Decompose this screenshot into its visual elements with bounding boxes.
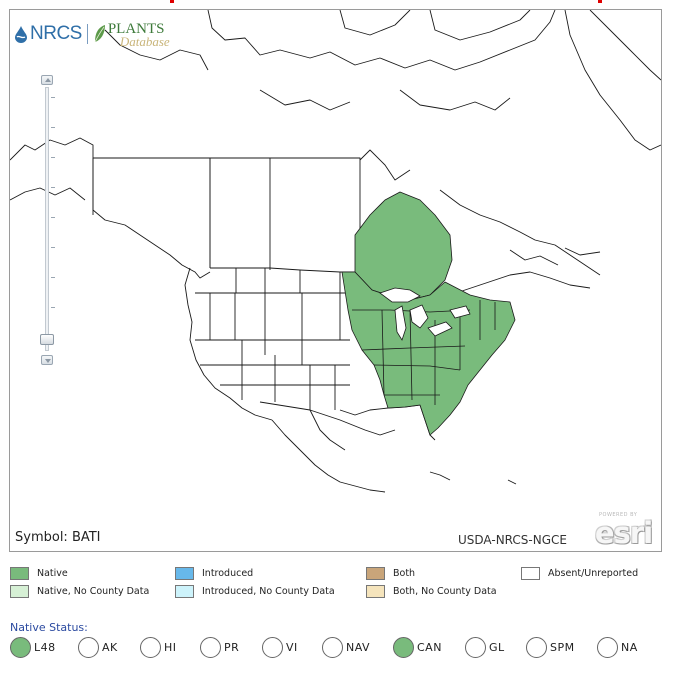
nwt-border: [209, 157, 271, 270]
legend-label: Introduced, No County Data: [202, 586, 335, 597]
zoom-in-button[interactable]: [41, 75, 53, 85]
status-option-pr[interactable]: PR: [200, 637, 239, 658]
red-marker: [598, 0, 602, 3]
native-region-quebec: [354, 191, 453, 301]
legend-swatch-native: [10, 567, 29, 580]
status-label: SPM: [550, 641, 575, 654]
zoom-tick: [51, 247, 55, 248]
alaska-outline: [10, 137, 211, 279]
red-marker: [170, 0, 174, 3]
legend-label: Native: [37, 568, 68, 579]
legend-label: Both: [393, 568, 416, 579]
esri-logo[interactable]: POWERED BY esri: [595, 512, 655, 550]
plants-word: PLANTS: [107, 20, 165, 37]
status-label: NAV: [346, 641, 371, 654]
north-america-map[interactable]: [10, 10, 661, 551]
zoom-tick: [51, 127, 55, 128]
legend-both-no-county: Both, No County Data: [366, 585, 497, 598]
status-option-ak[interactable]: AK: [78, 637, 118, 658]
nunavut-border: [270, 157, 361, 272]
legend-swatch-native-no-county: [10, 585, 29, 598]
symbol-label: Symbol: BATI: [15, 530, 101, 545]
legend-swatch-both: [366, 567, 385, 580]
status-label: GL: [489, 641, 505, 654]
legend-label: Introduced: [202, 568, 254, 579]
greenland-coast: [564, 10, 661, 151]
zoom-tick: [51, 157, 55, 158]
status-radio-hi[interactable]: [140, 637, 161, 658]
native-status-title: Native Status:: [10, 621, 88, 634]
legend-swatch-introduced: [175, 567, 194, 580]
logo-separator: [86, 24, 88, 44]
map-credit: USDA-NRCS-NGCE: [458, 533, 567, 547]
status-radio-gl[interactable]: [465, 637, 486, 658]
status-label: L48: [34, 641, 56, 654]
native-range: [341, 191, 516, 436]
plant-leaf-icon: [94, 25, 105, 43]
legend-label: Both, No County Data: [393, 586, 497, 597]
status-radio-can[interactable]: [393, 637, 414, 658]
legend-label: Native, No County Data: [37, 586, 150, 597]
status-label: HI: [164, 641, 177, 654]
status-option-can[interactable]: CAN: [393, 637, 442, 658]
status-option-spm[interactable]: SPM: [526, 637, 575, 658]
zoom-tick: [51, 217, 55, 218]
native-region-east: [341, 271, 516, 436]
great-lakes: [379, 287, 471, 341]
status-radio-nav[interactable]: [322, 637, 343, 658]
status-option-nav[interactable]: NAV: [322, 637, 370, 658]
status-label: AK: [102, 641, 118, 654]
zoom-slider[interactable]: [40, 75, 55, 365]
zoom-thumb[interactable]: [40, 334, 54, 345]
status-radio-l48[interactable]: [10, 637, 31, 658]
status-label: VI: [286, 641, 298, 654]
zoom-tick: [51, 277, 55, 278]
legend-introduced: Introduced: [175, 567, 253, 580]
status-radio-pr[interactable]: [200, 637, 221, 658]
powered-by-caption: POWERED BY: [599, 512, 638, 518]
zoom-tick: [51, 307, 55, 308]
nrcs-wordmark: NRCS: [30, 23, 82, 44]
status-label: PR: [224, 641, 240, 654]
yukon-border: [92, 157, 211, 268]
status-radio-spm[interactable]: [526, 637, 547, 658]
status-option-gl[interactable]: GL: [465, 637, 505, 658]
native-range-borders: [352, 300, 496, 405]
mexico-outline: [271, 419, 386, 493]
status-radio-ak[interactable]: [78, 637, 99, 658]
status-radio-na[interactable]: [597, 637, 618, 658]
legend-native: Native: [10, 567, 68, 580]
hudson-quebec-coast: [439, 189, 601, 276]
status-label: NA: [621, 641, 638, 654]
legend-swatch-introduced-no-county: [175, 585, 194, 598]
nrcs-plants-logo: NRCS PLANTS Database: [14, 20, 170, 48]
status-radio-vi[interactable]: [262, 637, 283, 658]
database-word: Database: [119, 33, 170, 49]
status-label: CAN: [417, 641, 442, 654]
status-option-l48[interactable]: L48: [10, 637, 56, 658]
legend-native-no-county: Native, No County Data: [10, 585, 149, 598]
legend-swatch-both-no-county: [366, 585, 385, 598]
legend-absent: Absent/Unreported: [521, 567, 638, 580]
map-viewer[interactable]: NRCS PLANTS Database Symbol: BATI USDA-N…: [9, 9, 662, 552]
legend-both: Both: [366, 567, 415, 580]
legend-introduced-no-county: Introduced, No County Data: [175, 585, 335, 598]
esri-wordmark: esri: [595, 516, 653, 550]
zoom-track[interactable]: [45, 87, 49, 351]
status-option-na[interactable]: NA: [597, 637, 638, 658]
status-option-hi[interactable]: HI: [140, 637, 177, 658]
plants-database-wordmark: PLANTS Database: [107, 20, 170, 49]
zoom-tick: [51, 187, 55, 188]
water-drop-icon: [15, 26, 27, 43]
zoom-tick: [51, 97, 55, 98]
legend-swatch-absent: [521, 567, 540, 580]
zoom-out-button[interactable]: [41, 355, 53, 365]
arctic-coastline: [207, 10, 556, 71]
legend-label: Absent/Unreported: [548, 568, 639, 579]
status-option-vi[interactable]: VI: [262, 637, 298, 658]
pacific-coast: [184, 267, 273, 421]
